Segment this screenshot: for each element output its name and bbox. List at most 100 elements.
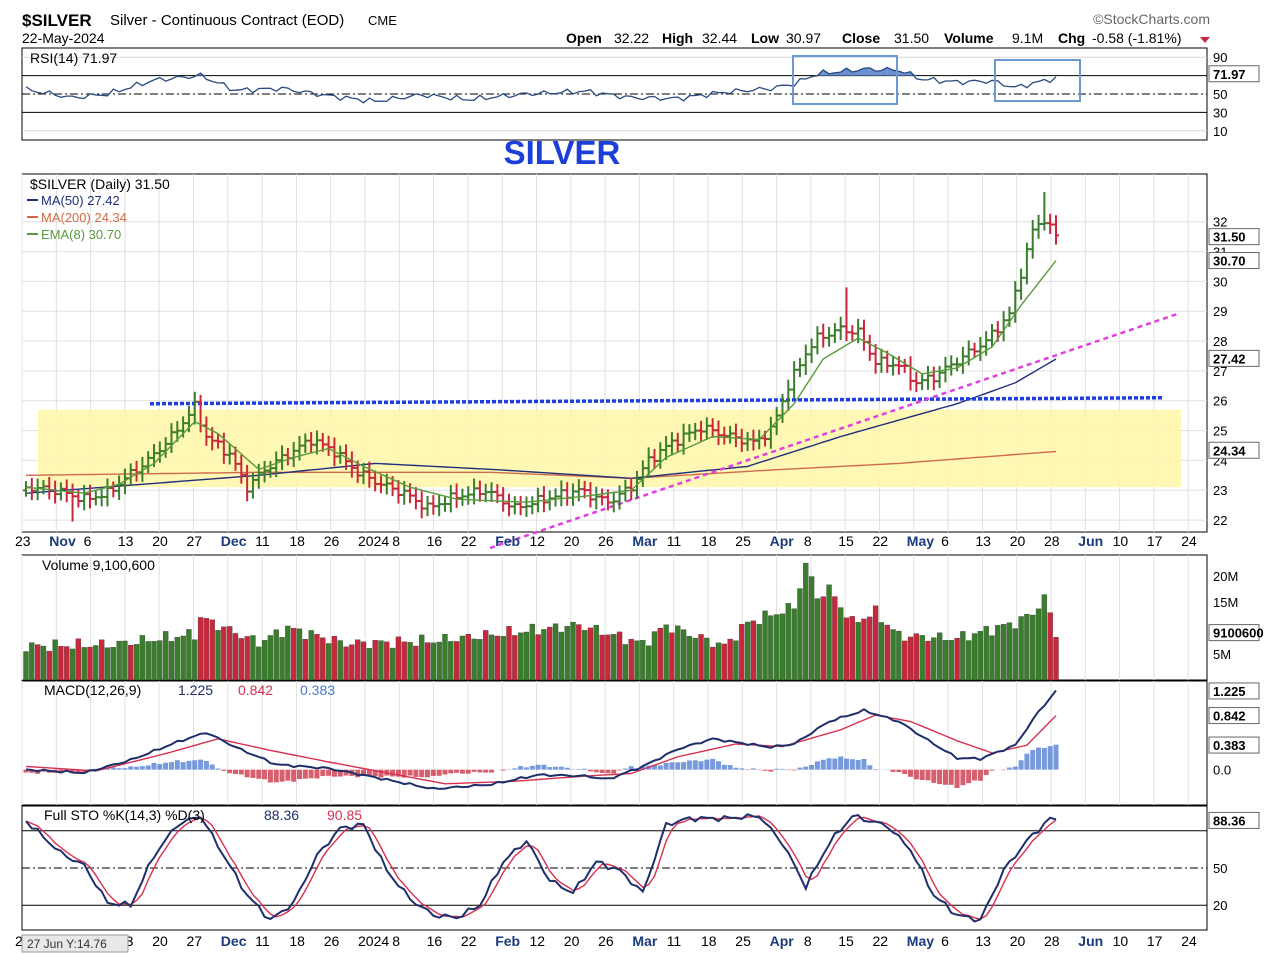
macd-hist-70 [430,769,436,776]
volume-bar-28 [186,629,192,681]
macd-hist-175 [1041,747,1047,770]
volume-bar-91 [552,623,559,681]
rsi-tick-10: 10 [1213,124,1227,139]
macd-hist-128 [768,769,774,772]
macd-hist-60 [372,769,378,777]
volume-bar-58 [360,641,367,681]
macd-hist-36 [232,769,238,775]
volume-bar-149 [890,629,896,681]
macd-hist-43 [273,769,279,783]
x-tick-1-19: 11 [667,933,682,949]
macd-hist-110 [663,762,669,770]
macd-hist-103 [622,768,628,770]
volume-bar-100 [605,634,611,681]
stoch-tick-20: 20 [1213,898,1227,913]
volume-bar-161 [960,631,966,681]
high-label: High [662,30,693,46]
x-tick-0-1: Nov [49,533,76,549]
macd-signal-value: 0.842 [238,682,273,698]
macd-hist-135 [809,764,815,770]
stochastic-panel: Full STO %K(14,3) %D(3) 88.36 90.85 88.36 50… [21,805,1260,931]
rsi-overbought-fill-147 [881,67,888,76]
x-tick-1-14: Feb [495,933,520,949]
x-tick-1-24: 15 [838,933,854,949]
volume-bar-77 [471,638,477,681]
macd-hist-35 [227,769,233,774]
volume-bar-124 [744,621,751,681]
volume-bar-20 [139,635,146,681]
volume-bar-143 [855,622,861,681]
x-tick-0-32: 10 [1113,533,1129,549]
macd-hist-42 [267,769,273,783]
ma50-line [25,358,1057,494]
volume-bar-26 [174,637,180,681]
macd-hist-92 [558,766,564,770]
volume-bar-89 [541,629,547,681]
volume-bar-32 [209,619,215,681]
macd-hist-74 [454,769,460,773]
macd-hist-154 [919,769,925,780]
macd-hist-68 [419,769,425,778]
macd-hist-99 [599,769,605,773]
macd-hist-113 [681,762,687,770]
ema-value-tag-box [1208,252,1260,270]
macd-hist-22 [151,762,157,770]
close-value: 31.50 [894,30,929,46]
macd-hist-78 [477,769,483,773]
volume-bar-141 [843,617,850,681]
macd-hist-118 [710,758,716,770]
chg-value: -0.58 (-1.81%) [1092,30,1181,46]
volume-bar-30 [197,617,204,681]
volume-bar-0 [23,651,29,681]
macd-tick-1: 1.225 [1213,684,1246,699]
x-tick-0-10: 2024 [358,533,389,549]
x-tick-1-27: 6 [941,933,949,949]
volume-bar-166 [989,635,995,681]
volume-bar-114 [686,636,693,681]
macd-hist-119 [715,761,721,770]
volume-bar-12 [93,645,99,681]
macd-hist-40 [256,769,262,779]
volume-bar-146 [872,605,879,681]
macd-hist-0 [23,769,29,773]
macd-hist-19 [134,766,140,770]
x-tick-0-31: Jun [1078,533,1103,549]
volume-bar-95 [576,624,582,681]
volume-bar-1 [29,642,35,681]
macd-hist-104 [628,766,634,770]
macd-hist-53 [331,769,337,777]
macd-hist-174 [1036,747,1042,770]
x-tick-0-3: 13 [118,533,134,549]
macd-hist-75 [459,769,465,774]
volume-bar-173 [1030,614,1036,681]
macd-hist-163 [972,769,978,781]
macd-hist-93 [564,767,570,770]
macd-hist-85 [518,766,524,770]
x-tick-1-33: 17 [1147,933,1163,949]
macd-hist-41 [262,769,268,780]
macd-hist-170 [1012,766,1018,770]
macd-hist-136 [814,761,820,770]
macd-hist-29 [192,760,198,770]
rsi-highlight-box-1 [792,55,898,105]
volume-bar-120 [721,643,727,681]
macd-hist-79 [483,769,489,773]
volume-bar-156 [931,637,937,681]
x-tick-0-19: 11 [667,533,682,549]
rsi-overbought-fill-146 [875,70,882,76]
volume-bar-117 [704,637,710,681]
macd-hist-146 [873,769,879,770]
volume-bar-106 [640,640,646,681]
volume-last-value: 9100600 [1213,626,1264,641]
volume-bar-76 [465,634,471,681]
macd-hist-82 [500,769,506,771]
rsi-line [25,66,1057,104]
volume-bar-45 [285,625,291,681]
high-value: 32.44 [702,30,737,46]
macd-hist-143 [855,760,861,770]
macd-hist-21 [145,765,151,770]
macd-hist-16 [116,768,122,770]
macd-hist-117 [704,759,710,770]
macd-hist-98 [593,769,599,773]
x-tick-1-13: 22 [461,933,477,949]
